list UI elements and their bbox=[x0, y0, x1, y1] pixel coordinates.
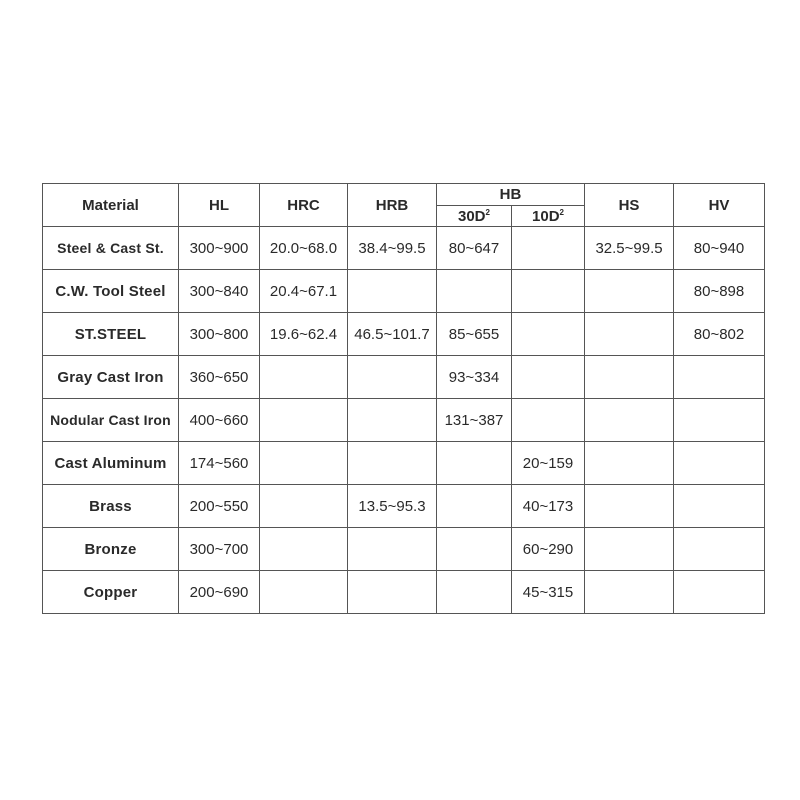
cell-hs bbox=[584, 570, 675, 614]
cell-hb30: 85~655 bbox=[436, 312, 512, 356]
cell-hb10: 20~159 bbox=[510, 441, 586, 485]
header-hs: HS bbox=[584, 183, 675, 227]
material-cell: Steel & Cast St. bbox=[42, 226, 179, 270]
cell-hv bbox=[673, 441, 766, 485]
cell-hb10: 60~290 bbox=[510, 527, 586, 571]
cell-hl: 174~560 bbox=[178, 441, 260, 485]
table-row: Brass 200~550 13.5~95.3 40~173 bbox=[42, 484, 766, 528]
cell-hrc bbox=[259, 355, 348, 399]
cell-hs bbox=[584, 355, 675, 399]
material-cell: ST.STEEL bbox=[42, 312, 179, 356]
header-hb-10d2-label: 10D bbox=[532, 207, 560, 225]
cell-hb10 bbox=[510, 226, 586, 270]
table-row: Gray Cast Iron 360~650 93~334 bbox=[42, 355, 766, 399]
table-row: Copper 200~690 45~315 bbox=[42, 570, 766, 614]
table-body: Steel & Cast St. 300~900 20.0~68.0 38.4~99.… bbox=[42, 226, 766, 614]
cell-hs bbox=[584, 398, 675, 442]
material-cell: Copper bbox=[42, 570, 179, 614]
cell-hrc bbox=[259, 484, 348, 528]
cell-hv: 80~802 bbox=[673, 312, 766, 356]
cell-hb30 bbox=[436, 484, 512, 528]
header-hv: HV bbox=[673, 183, 766, 227]
header-material: Material bbox=[42, 183, 179, 227]
material-cell: Brass bbox=[42, 484, 179, 528]
cell-hv bbox=[673, 355, 766, 399]
cell-hrc bbox=[259, 527, 348, 571]
cell-hb10 bbox=[510, 355, 586, 399]
cell-hl: 360~650 bbox=[178, 355, 260, 399]
cell-hb30: 93~334 bbox=[436, 355, 512, 399]
cell-hb30 bbox=[436, 527, 512, 571]
cell-hb10: 40~173 bbox=[510, 484, 586, 528]
cell-hb30 bbox=[436, 570, 512, 614]
cell-hrc: 19.6~62.4 bbox=[259, 312, 348, 356]
cell-hrb: 38.4~99.5 bbox=[347, 226, 437, 270]
cell-hb30 bbox=[436, 269, 512, 313]
cell-hrb bbox=[347, 269, 437, 313]
header-hb: HB bbox=[435, 183, 586, 206]
cell-hrb bbox=[347, 441, 437, 485]
table-row: C.W. Tool Steel 300~840 20.4~67.1 80~898 bbox=[42, 269, 766, 313]
cell-hv: 80~898 bbox=[673, 269, 766, 313]
cell-hrb bbox=[347, 398, 437, 442]
hardness-conversion-table: Material HL HRC HRB HB HS HV 30D2 10D2 S… bbox=[42, 183, 766, 614]
cell-hl: 300~700 bbox=[178, 527, 260, 571]
material-cell: Cast Aluminum bbox=[42, 441, 179, 485]
cell-hs bbox=[584, 527, 675, 571]
cell-hs bbox=[584, 441, 675, 485]
header-hrb: HRB bbox=[347, 183, 437, 227]
cell-hl: 300~800 bbox=[178, 312, 260, 356]
cell-hl: 200~550 bbox=[178, 484, 260, 528]
cell-hs: 32.5~99.5 bbox=[584, 226, 675, 270]
cell-hrb bbox=[347, 527, 437, 571]
table-row: Bronze 300~700 60~290 bbox=[42, 527, 766, 571]
material-cell: Gray Cast Iron bbox=[42, 355, 179, 399]
cell-hrc: 20.4~67.1 bbox=[259, 269, 348, 313]
header-hl: HL bbox=[178, 183, 260, 227]
table-row: Steel & Cast St. 300~900 20.0~68.0 38.4~99.… bbox=[42, 226, 766, 270]
superscript: 2 bbox=[485, 207, 490, 217]
material-cell: C.W. Tool Steel bbox=[42, 269, 179, 313]
cell-hs bbox=[584, 269, 675, 313]
cell-hl: 300~840 bbox=[178, 269, 260, 313]
cell-hv: 80~940 bbox=[673, 226, 766, 270]
header-hrc: HRC bbox=[259, 183, 348, 227]
cell-hb10 bbox=[510, 312, 586, 356]
cell-hrc bbox=[259, 441, 348, 485]
cell-hrb: 13.5~95.3 bbox=[347, 484, 437, 528]
header-hb-10d2: 10D2 bbox=[510, 205, 586, 227]
header-hb-30d2: 30D2 bbox=[436, 205, 512, 227]
cell-hrc bbox=[259, 570, 348, 614]
cell-hrc: 20.0~68.0 bbox=[259, 226, 348, 270]
cell-hb10: 45~315 bbox=[510, 570, 586, 614]
cell-hv bbox=[673, 398, 766, 442]
material-cell: Nodular Cast Iron bbox=[42, 398, 179, 442]
cell-hl: 300~900 bbox=[178, 226, 260, 270]
cell-hl: 400~660 bbox=[178, 398, 260, 442]
cell-hrc bbox=[259, 398, 348, 442]
cell-hs bbox=[584, 484, 675, 528]
superscript: 2 bbox=[559, 207, 564, 217]
cell-hrb bbox=[347, 570, 437, 614]
cell-hv bbox=[673, 484, 766, 528]
table-row: Cast Aluminum 174~560 20~159 bbox=[42, 441, 766, 485]
cell-hb10 bbox=[510, 269, 586, 313]
table-row: ST.STEEL 300~800 19.6~62.4 46.5~101.7 85~655… bbox=[42, 312, 766, 356]
cell-hv bbox=[673, 570, 766, 614]
cell-hb30: 80~647 bbox=[436, 226, 512, 270]
cell-hb10 bbox=[510, 398, 586, 442]
cell-hrb: 46.5~101.7 bbox=[347, 312, 437, 356]
cell-hrb bbox=[347, 355, 437, 399]
header-hb-30d2-label: 30D bbox=[458, 207, 486, 225]
cell-hv bbox=[673, 527, 766, 571]
cell-hb30: 131~387 bbox=[436, 398, 512, 442]
cell-hs bbox=[584, 312, 675, 356]
table-row: Nodular Cast Iron 400~660 131~387 bbox=[42, 398, 766, 442]
cell-hb30 bbox=[436, 441, 512, 485]
material-cell: Bronze bbox=[42, 527, 179, 571]
cell-hl: 200~690 bbox=[178, 570, 260, 614]
